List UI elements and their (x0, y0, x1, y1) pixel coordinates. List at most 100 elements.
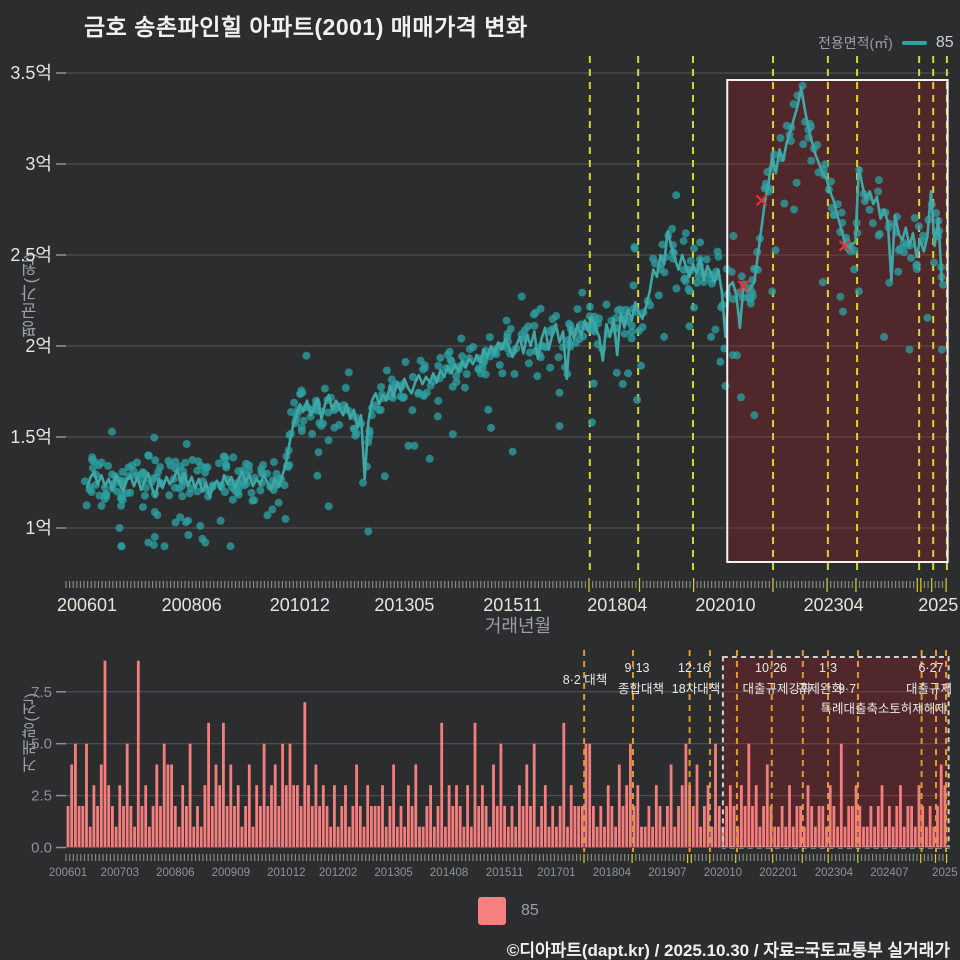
transaction-dot (408, 406, 417, 415)
volume-bar (340, 806, 344, 848)
cancelled-deal-x-marker (737, 280, 750, 292)
volume-bar (458, 806, 462, 848)
volume-bar (144, 785, 148, 848)
transaction-dot (660, 268, 669, 277)
transaction-dot (630, 244, 639, 253)
legend-area-size-value[interactable]: 85 (935, 34, 954, 51)
volume-bar (895, 806, 899, 848)
transaction-dot (510, 370, 519, 378)
transaction-dot (837, 208, 846, 217)
volume-bar (939, 764, 943, 848)
volume-bar (188, 743, 192, 848)
transaction-dot (818, 278, 827, 287)
legend-series-85-label[interactable]: 85 (521, 902, 539, 919)
volume-bar (185, 806, 188, 848)
transaction-dot (905, 345, 914, 354)
volume-bar (425, 806, 429, 848)
volume-bar (325, 806, 329, 848)
volume-bar (436, 806, 440, 848)
volume-bar (207, 722, 210, 848)
transaction-dot (746, 299, 755, 308)
volume-bar (825, 826, 828, 848)
volume-x-tick-label: 202010 (704, 867, 742, 879)
volume-bar (673, 826, 677, 848)
volume-bar (802, 826, 806, 848)
volume-bar (521, 806, 525, 848)
transaction-dot (571, 338, 580, 347)
transaction-dot (850, 246, 859, 255)
price-x-tick-label: 201511 (483, 595, 542, 615)
volume-x-tick-label: 201804 (593, 867, 632, 879)
volume-bar (233, 806, 236, 848)
transaction-dot (201, 463, 210, 472)
volume-bar (118, 785, 122, 848)
transaction-dot (487, 423, 495, 432)
volume-bar (547, 826, 551, 848)
volume-bar (162, 743, 166, 848)
transaction-dot (660, 332, 669, 341)
transaction-dot (214, 459, 223, 468)
volume-bar (839, 743, 843, 848)
transaction-dot (216, 516, 225, 525)
volume-bar (925, 826, 928, 848)
transaction-dot (711, 325, 720, 334)
transaction-dot (118, 467, 127, 476)
transaction-dot (149, 474, 158, 483)
salmon-bar-swatch-icon (478, 897, 506, 925)
transaction-dot (748, 288, 757, 297)
transaction-dot (552, 312, 561, 320)
transaction-dot (80, 477, 89, 486)
volume-bar (921, 806, 925, 848)
transaction-dot (624, 369, 633, 378)
volume-bar (880, 785, 884, 848)
transaction-dot (140, 491, 149, 500)
volume-bar (410, 806, 414, 848)
volume-bar (551, 806, 555, 848)
volume-bar (273, 764, 277, 848)
volume-bar (854, 785, 858, 848)
volume-bar (913, 826, 917, 848)
volume-bar (395, 826, 399, 848)
volume-bar (928, 806, 932, 848)
volume-x-tick-label: 200703 (101, 867, 139, 879)
volume-bar (932, 826, 936, 848)
volume-bar (843, 826, 847, 848)
volume-bar (777, 826, 780, 848)
transaction-dot (324, 436, 333, 445)
average-price-line[interactable] (85, 86, 944, 499)
volume-bar (103, 660, 107, 848)
volume-x-tick-label: 202407 (870, 867, 908, 879)
transaction-dot (408, 373, 417, 381)
volume-x-tick-label: 2025 (932, 867, 958, 879)
transaction-dot (198, 534, 207, 543)
transaction-dot (181, 458, 190, 467)
volume-bar (155, 764, 159, 848)
transaction-dot (108, 427, 116, 436)
volume-bar (462, 826, 466, 848)
transaction-dot (160, 542, 169, 551)
transaction-dot (481, 370, 490, 379)
volume-bar (595, 826, 599, 848)
transaction-dot (525, 348, 534, 357)
policy-annotation: 종합대책 (618, 681, 664, 696)
transaction-dot (151, 456, 160, 465)
transaction-dot (672, 191, 681, 200)
volume-x-tick-label: 200601 (49, 867, 87, 879)
volume-bar (902, 826, 906, 848)
volume-bar (791, 826, 795, 848)
transaction-dot (555, 422, 564, 431)
transaction-dot (750, 411, 759, 420)
volume-bar (573, 806, 577, 848)
volume-bar (77, 806, 81, 848)
transaction-dot (681, 274, 690, 283)
volume-bar (510, 806, 514, 848)
transaction-dot (690, 303, 698, 312)
policy-annotation: 규제완화 (797, 682, 844, 696)
transaction-dot (585, 302, 594, 311)
volume-bar (706, 785, 710, 848)
transaction-dot (352, 429, 361, 438)
volume-bar (917, 785, 921, 848)
volume-x-tick-label: 201701 (537, 867, 575, 879)
transaction-dot (420, 364, 429, 373)
